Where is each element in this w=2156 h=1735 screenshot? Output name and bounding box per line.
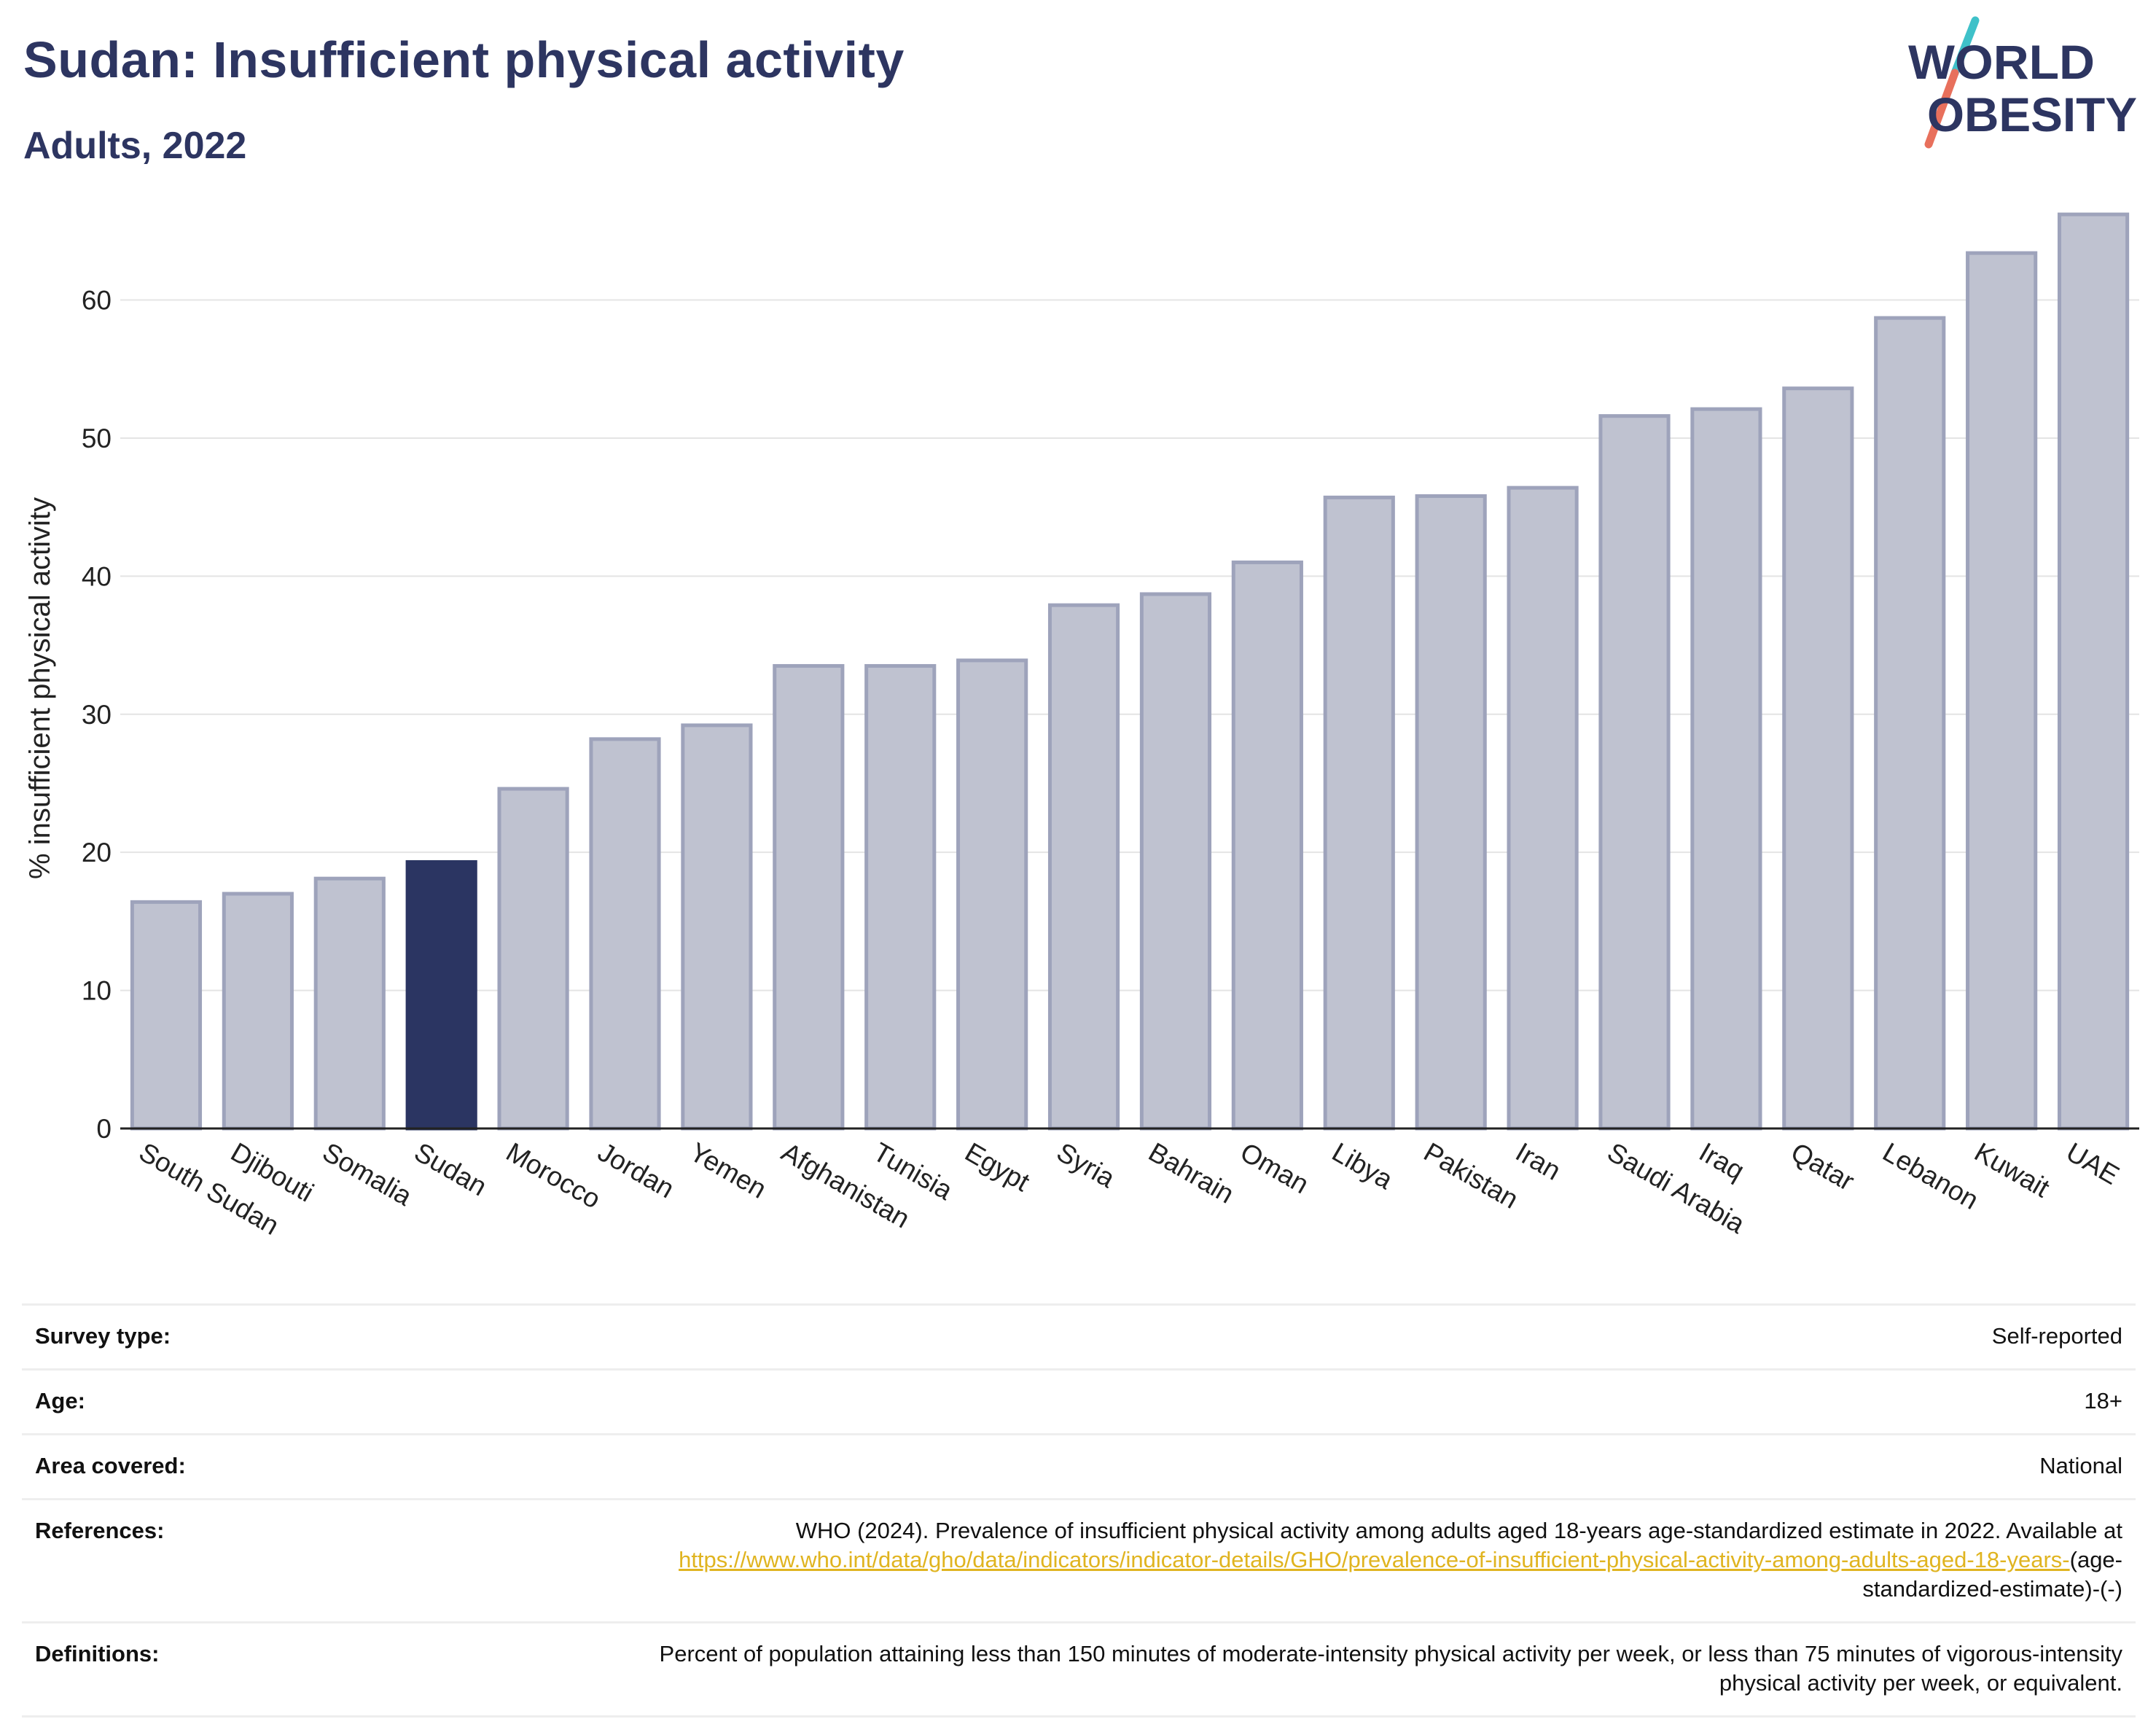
bar-tunisia xyxy=(864,663,937,1131)
bar-morocco xyxy=(497,787,569,1131)
bar-uae xyxy=(2057,212,2130,1131)
references-text: WHO (2024). Prevalence of insufficient p… xyxy=(795,1518,2122,1543)
survey-type-label: Survey type: xyxy=(22,1303,558,1370)
bar-jordan xyxy=(589,737,661,1131)
bar-iran xyxy=(1507,486,1579,1131)
bar-saudi-arabia xyxy=(1598,414,1671,1131)
bar-egypt xyxy=(956,658,1028,1131)
info-row-age: Age: 18+ xyxy=(22,1368,2136,1435)
x-tick-label: Jordan xyxy=(593,1136,679,1204)
area-label: Area covered: xyxy=(22,1433,558,1500)
y-tick-label: 20 xyxy=(82,838,112,868)
bars xyxy=(130,212,2130,1131)
x-tick-label: UAE xyxy=(2061,1136,2124,1190)
bar-pakistan xyxy=(1415,494,1487,1131)
y-tick-label: 30 xyxy=(82,700,112,730)
y-tick-label: 40 xyxy=(82,561,112,591)
bar-kuwait xyxy=(1966,251,2038,1131)
references-value: WHO (2024). Prevalence of insufficient p… xyxy=(558,1498,2136,1623)
world-obesity-logo: WORLD OBESITY xyxy=(1908,16,2137,149)
y-axis-label: % insufficient physical activity xyxy=(24,497,56,879)
logo-text-obesity: OBESITY xyxy=(1927,87,2137,141)
logo-coral-slash xyxy=(1924,69,1959,149)
age-label: Age: xyxy=(22,1368,558,1435)
bar-yemen xyxy=(681,723,753,1131)
bar-lebanon xyxy=(1874,316,1946,1131)
bar-chart: 0 10 20 30 40 50 60 South SudanDjiboutiSomalia… xyxy=(24,212,2139,1241)
x-tick-label: Egypt xyxy=(960,1136,1035,1197)
x-tick-label: Yemen xyxy=(684,1136,771,1204)
info-row-references: References: WHO (2024). Prevalence of in… xyxy=(22,1498,2136,1623)
x-tick-label: Morocco xyxy=(501,1136,606,1214)
references-link[interactable]: https://www.who.int/data/gho/data/indica… xyxy=(679,1547,2070,1572)
bar-sudan xyxy=(405,859,477,1131)
age-value: 18+ xyxy=(558,1368,2136,1435)
info-row-survey-type: Survey type: Self-reported xyxy=(22,1303,2136,1370)
info-table: Survey type: Self-reported Age: 18+ Area… xyxy=(22,1303,2136,1718)
references-label: References: xyxy=(22,1498,558,1623)
page-title: Sudan: Insufficient physical activity xyxy=(23,31,905,88)
references-suffix: (age-standardized-estimate)-(-) xyxy=(1862,1547,2122,1602)
bar-afghanistan xyxy=(773,663,845,1131)
x-tick-label: Libya xyxy=(1327,1136,1398,1195)
x-tick-label: Iran xyxy=(1511,1136,1566,1185)
y-tick-label: 60 xyxy=(82,286,112,316)
survey-type-value: Self-reported xyxy=(558,1303,2136,1370)
x-tick-label: Syria xyxy=(1052,1136,1120,1193)
bar-oman xyxy=(1231,560,1303,1131)
logo-teal-slash xyxy=(1950,16,1980,77)
area-value: National xyxy=(558,1433,2136,1500)
x-tick-label: Iraq xyxy=(1694,1136,1749,1185)
bar-syria xyxy=(1047,603,1120,1131)
y-axis-ticks: 0 10 20 30 40 50 60 xyxy=(82,286,112,1144)
bar-libya xyxy=(1323,495,1395,1131)
bar-bahrain xyxy=(1139,592,1212,1131)
definitions-value: Percent of population attaining less tha… xyxy=(558,1621,2136,1718)
y-tick-label: 10 xyxy=(82,976,112,1006)
info-row-area: Area covered: National xyxy=(22,1433,2136,1500)
x-tick-label: Somalia xyxy=(318,1136,418,1212)
bar-djibouti xyxy=(222,892,294,1131)
x-tick-label: Bahrain xyxy=(1144,1136,1239,1209)
bar-south-sudan xyxy=(130,900,203,1131)
x-tick-label: Kuwait xyxy=(1969,1136,2055,1203)
x-tick-label: Pakistan xyxy=(1419,1136,1523,1214)
x-tick-label: Qatar xyxy=(1786,1136,1859,1196)
bar-iraq xyxy=(1690,407,1762,1131)
logo-text-world: WORLD xyxy=(1908,35,2095,89)
x-tick-label: Oman xyxy=(1235,1136,1314,1199)
definitions-label: Definitions: xyxy=(22,1621,558,1718)
y-tick-label: 0 xyxy=(96,1114,112,1144)
x-tick-label: Lebanon xyxy=(1878,1136,1983,1215)
bar-somalia xyxy=(313,876,386,1131)
info-row-definitions: Definitions: Percent of population attai… xyxy=(22,1621,2136,1718)
bar-qatar xyxy=(1782,386,1854,1131)
y-tick-label: 50 xyxy=(82,424,112,453)
page-subtitle: Adults, 2022 xyxy=(23,125,247,167)
x-tick-label: Sudan xyxy=(410,1136,492,1201)
